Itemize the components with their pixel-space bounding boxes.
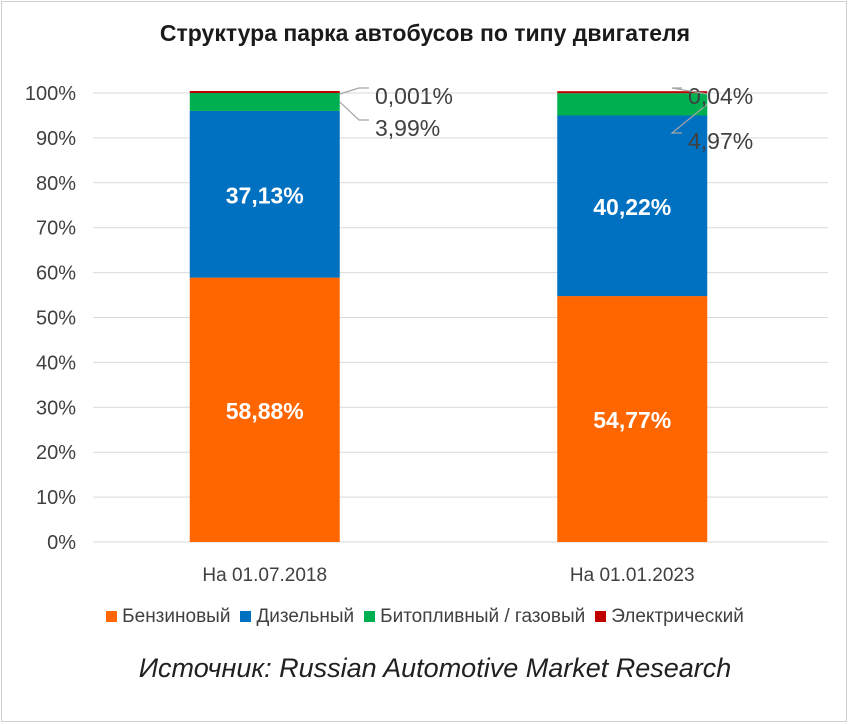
y-tick-label: 80% xyxy=(36,173,76,195)
bar-segment xyxy=(189,277,340,542)
legend-swatch xyxy=(364,611,376,622)
bar-segment xyxy=(189,93,340,111)
data-label: 54,77% xyxy=(593,407,671,433)
y-tick-label: 30% xyxy=(36,397,76,419)
legend-label: Битопливный / газовый xyxy=(380,606,586,627)
stacked-bar-chart: 0% 10% 20% 30% 40% 50% 60% 70% 80% 90% 100% 58,88% 3… xyxy=(25,83,828,586)
leader-line xyxy=(339,101,369,121)
y-tick-label: 0% xyxy=(47,532,76,554)
legend-swatch xyxy=(240,611,252,622)
leader-line xyxy=(339,87,369,95)
data-label: 3,99% xyxy=(375,115,440,141)
legend-item: Битопливный / газовый xyxy=(364,606,585,628)
legend-item: Электрический xyxy=(595,606,744,628)
y-tick-label: 60% xyxy=(36,263,76,285)
y-tick-label: 50% xyxy=(36,308,76,330)
data-label: 0,04% xyxy=(688,83,753,109)
bar-segment xyxy=(557,93,708,116)
data-label: 58,88% xyxy=(226,398,304,424)
y-tick-label: 90% xyxy=(36,128,76,150)
bar-segment xyxy=(189,110,340,278)
source-note: Источник: Russian Automotive Market Rese… xyxy=(138,653,732,683)
y-tick-label: 100% xyxy=(25,83,76,105)
leader-line xyxy=(670,103,708,134)
data-label: 37,13% xyxy=(226,182,304,208)
chart-title: Структура парка автобусов по типу двигат… xyxy=(159,20,691,46)
legend-label: Электрический xyxy=(611,606,744,627)
category-label: На 01.07.2018 xyxy=(202,565,327,586)
legend-swatch xyxy=(106,611,118,622)
data-label: 0,001% xyxy=(375,83,453,109)
y-tick-label: 10% xyxy=(36,487,76,509)
legend-swatch xyxy=(595,611,607,622)
legend-item: Бензиновый xyxy=(106,606,230,628)
category-label: На 01.01.2023 xyxy=(570,565,695,586)
y-tick-label: 70% xyxy=(36,218,76,240)
bar-segment xyxy=(189,91,340,93)
bar-segment xyxy=(557,296,708,542)
legend-label: Бензиновый xyxy=(122,606,231,627)
bar-segment xyxy=(557,91,708,94)
data-label: 40,22% xyxy=(593,194,671,220)
legend: Бензиновый Дизельный Битопливный / газовый… xyxy=(0,606,850,628)
y-tick-label: 40% xyxy=(36,352,76,374)
leader-line xyxy=(671,87,708,95)
legend-label: Дизельный xyxy=(256,606,355,627)
bar-segment xyxy=(557,115,708,297)
data-label: 4,97% xyxy=(688,128,753,154)
y-tick-label: 20% xyxy=(36,442,76,464)
legend-item: Дизельный xyxy=(240,606,354,628)
